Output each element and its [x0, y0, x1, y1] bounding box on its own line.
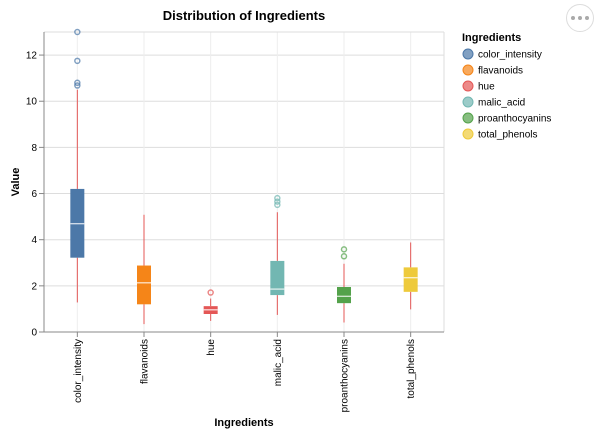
y-tick-label: 0: [31, 328, 37, 339]
outlier-point: [74, 79, 81, 87]
x-tick-label: malic_acid: [273, 339, 284, 386]
y-tick-label: 2: [31, 281, 37, 292]
legend-swatch: [462, 128, 474, 140]
legend-swatch: [462, 48, 474, 60]
legend-swatch: [462, 64, 474, 76]
box-marks: [70, 28, 418, 325]
x-axis: color_intensity flavanoids hue malic_acid pr…: [44, 331, 444, 412]
y-tick-label: 8: [31, 143, 37, 154]
outlier-point: [207, 289, 214, 296]
legend-title: Ingredients: [462, 32, 521, 44]
legend-label: proanthocyanins: [478, 114, 551, 125]
box-iqr: [137, 265, 151, 305]
chart-actions-menu-button[interactable]: [566, 4, 594, 32]
x-tick-label: color_intensity: [73, 339, 84, 403]
outlier-point: [274, 194, 281, 202]
outlier-point: [74, 82, 81, 89]
x-tick-label: hue: [206, 339, 217, 356]
outlier-point: [74, 28, 81, 36]
chart-title: Distribution of Ingredients: [163, 8, 326, 23]
more-dots-icon: [571, 16, 575, 20]
box-iqr: [270, 260, 285, 296]
legend-label: hue: [478, 82, 495, 93]
outlier-point: [274, 198, 281, 205]
box-iqr: [403, 267, 418, 292]
legend-swatch: [462, 96, 474, 108]
outlier-point: [74, 57, 81, 65]
x-tick-label: total_phenols: [406, 339, 417, 399]
legend-swatch: [462, 112, 474, 124]
x-tick-label: flavanoids: [140, 339, 151, 384]
y-axis-title: Value: [10, 168, 22, 197]
legend: Ingredients color_intensity flavanoids hue…: [462, 32, 551, 141]
y-axis: 0 2 4 6 8 10 12: [26, 32, 45, 339]
box-iqr: [337, 287, 351, 304]
grid-lines: [44, 31, 445, 333]
legend-label: malic_acid: [478, 98, 525, 109]
x-tick-label: proanthocyanins: [340, 339, 351, 412]
legend-label: flavanoids: [478, 66, 523, 77]
legend-swatch: [462, 80, 474, 92]
y-tick-label: 10: [26, 97, 38, 108]
outlier-point: [274, 201, 281, 209]
y-tick-label: 4: [31, 235, 37, 246]
y-tick-label: 6: [31, 189, 37, 200]
y-tick-label: 12: [26, 51, 38, 62]
x-axis-title: Ingredients: [214, 417, 273, 429]
legend-label: total_phenols: [478, 130, 538, 141]
outlier-point: [340, 253, 348, 260]
legend-label: color_intensity: [478, 50, 542, 61]
outlier-point: [340, 246, 348, 253]
